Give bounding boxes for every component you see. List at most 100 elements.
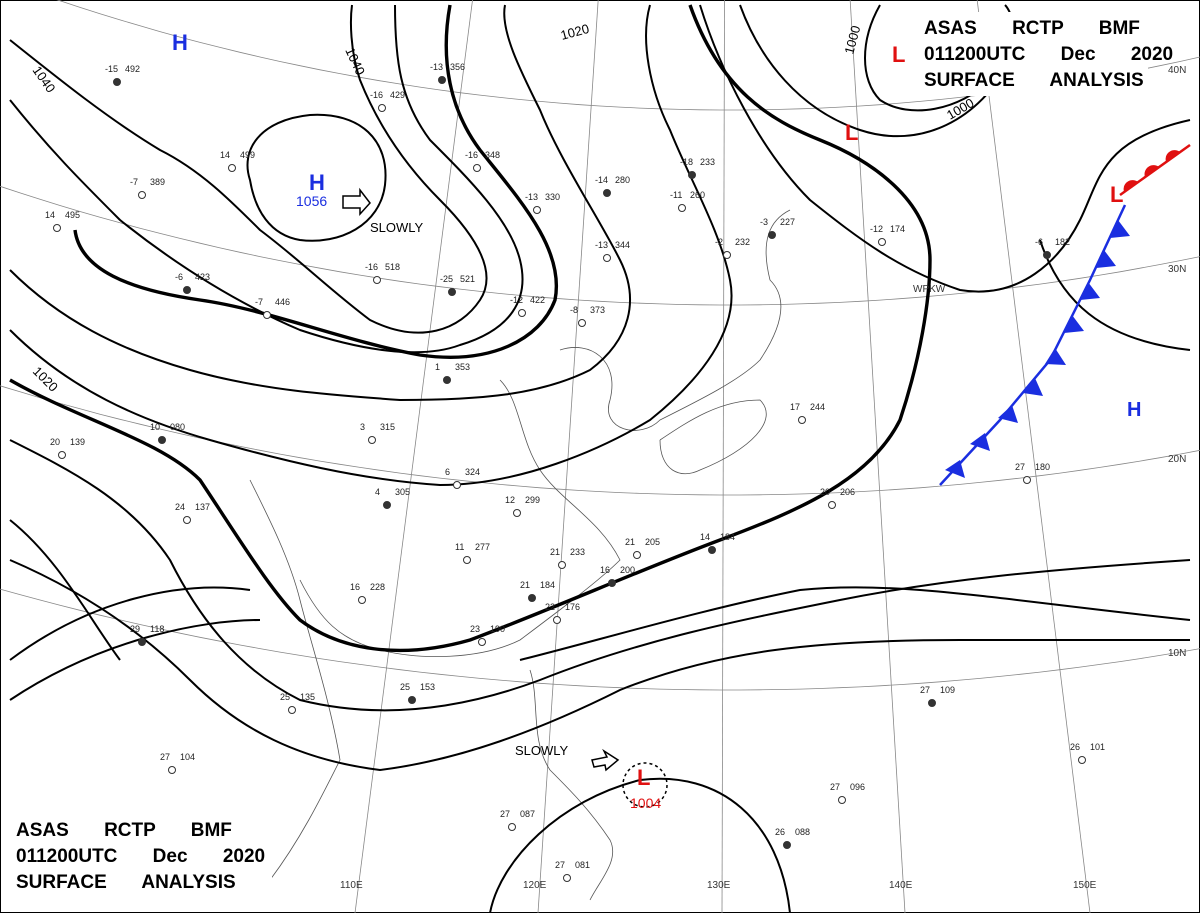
station-marker — [1078, 756, 1086, 764]
station-marker — [633, 551, 641, 559]
title-top: ASAS RCTP BMF 011200UTC Dec 2020 SURFACE… — [918, 12, 1173, 96]
station-pressure: 422 — [530, 295, 545, 305]
station-marker — [528, 594, 536, 602]
motion-arrow — [591, 748, 620, 772]
warm-front — [1119, 143, 1191, 197]
longitude-label: 150E — [1073, 880, 1097, 891]
movement-label: SLOWLY — [370, 220, 424, 235]
station-pressure: 521 — [460, 274, 475, 284]
station-pressure: 260 — [690, 190, 705, 200]
station-pressure: 176 — [565, 602, 580, 612]
station-pressure: 088 — [795, 827, 810, 837]
station-temperature: 21 — [520, 580, 530, 590]
station-temperature: 4 — [375, 487, 380, 497]
station-temperature: 27 — [555, 860, 565, 870]
station-pressure: 277 — [475, 542, 490, 552]
title-line: 011200UTC Dec 2020 — [16, 846, 265, 867]
station-temperature: 27 — [830, 782, 840, 792]
station-marker — [58, 451, 66, 459]
station-temperature: -18 — [680, 157, 693, 167]
station-pressure: 492 — [125, 64, 140, 74]
station-temperature: 27 — [1015, 462, 1025, 472]
station-temperature: 22 — [545, 602, 555, 612]
station-marker — [688, 171, 696, 179]
center-pressure: 1004 — [630, 795, 661, 811]
station-pressure: 153 — [420, 682, 435, 692]
station-pressure: 389 — [150, 177, 165, 187]
title-line: SURFACE ANALYSIS — [924, 70, 1144, 91]
latitude-label: 20N — [1168, 454, 1186, 465]
station-marker — [228, 164, 236, 172]
station-temperature: -14 — [595, 175, 608, 185]
motion-arrow — [342, 187, 371, 216]
station-pressure: 118 — [150, 624, 164, 634]
station-pressure: 139 — [70, 437, 85, 447]
station-pressure: 101 — [1090, 742, 1105, 752]
title-backdrop — [10, 814, 272, 898]
station-marker — [438, 76, 446, 84]
warm-front-bumps — [1123, 150, 1180, 192]
station-pressure: 499 — [240, 150, 255, 160]
station-marker — [1043, 251, 1051, 259]
station-temperature: 26 — [775, 827, 785, 837]
ship-id: WPKW — [913, 284, 946, 295]
station-marker — [558, 561, 566, 569]
station-marker — [478, 638, 486, 646]
station-temperature: 20 — [50, 437, 60, 447]
station-marker — [183, 286, 191, 294]
low-center: L — [637, 765, 650, 790]
station-pressure: 104 — [180, 752, 195, 762]
station-temperature: 21 — [625, 537, 635, 547]
station-temperature: -3 — [760, 217, 768, 227]
station-temperature: 29 — [130, 624, 140, 634]
station-marker — [553, 616, 561, 624]
station-temperature: -16 — [465, 150, 478, 160]
station-temperature: 16 — [600, 565, 610, 575]
station-temperature: -8 — [570, 305, 578, 315]
station-pressure: 174 — [890, 224, 905, 234]
title-line: SURFACE ANALYSIS — [16, 872, 236, 893]
station-pressure: 429 — [390, 90, 405, 100]
station-pressure: 180 — [1035, 462, 1050, 472]
station-temperature: -13 — [430, 62, 443, 72]
station-temperature: 20 — [820, 487, 830, 497]
station-temperature: -6 — [175, 272, 183, 282]
station-pressure: 205 — [645, 537, 660, 547]
station-marker — [603, 189, 611, 197]
station-marker — [138, 191, 146, 199]
low-center: L — [1110, 182, 1123, 207]
station-temperature: -25 — [440, 274, 453, 284]
station-marker — [358, 596, 366, 604]
station-marker — [443, 376, 451, 384]
low-center: L — [845, 120, 858, 145]
station-marker — [563, 874, 571, 882]
title-backdrop — [918, 12, 1148, 96]
station-marker — [113, 78, 121, 86]
station-pressure: 232 — [735, 237, 750, 247]
station-marker — [408, 696, 416, 704]
station-marker — [518, 309, 526, 317]
station-marker — [838, 796, 846, 804]
station-pressure: 109 — [940, 685, 955, 695]
isobar-label: 1000 — [841, 24, 863, 56]
station-temperature: 3 — [360, 422, 365, 432]
cold-front-teeth — [945, 220, 1130, 478]
station-pressure: 305 — [395, 487, 410, 497]
station-marker — [138, 638, 146, 646]
station-pressure: 200 — [620, 565, 635, 575]
station-temperature: -15 — [105, 64, 118, 74]
station-marker — [513, 509, 521, 517]
high-center: H — [309, 170, 325, 195]
station-pressure: 495 — [65, 210, 80, 220]
station-marker — [168, 766, 176, 774]
station-pressure: 135 — [300, 692, 315, 702]
station-marker — [723, 251, 731, 259]
station-temperature: 24 — [175, 502, 185, 512]
longitude-label: 130E — [707, 880, 731, 891]
station-pressure: 244 — [810, 402, 825, 412]
station-marker — [928, 699, 936, 707]
station-temperature: 16 — [350, 582, 360, 592]
station-temperature: 27 — [160, 752, 170, 762]
station-pressure: 184 — [540, 580, 555, 590]
